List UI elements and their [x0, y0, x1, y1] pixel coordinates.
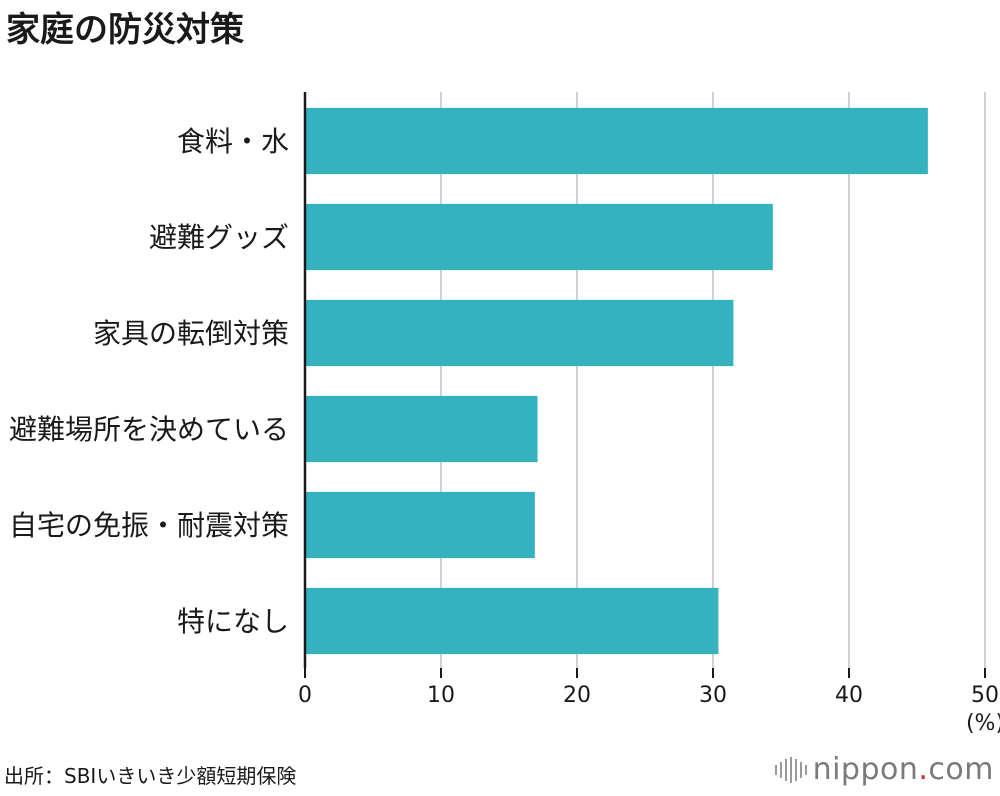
bar	[305, 203, 773, 271]
axes	[303, 92, 986, 678]
bar	[305, 395, 538, 463]
x-unit-label: (%)	[966, 711, 1000, 736]
source-note: 出所：SBIいきいき少額短期保険	[4, 764, 297, 788]
x-tick-label: 30	[699, 683, 727, 708]
category-label: 避難グッズ	[149, 221, 289, 254]
category-label: 自宅の免振・耐震対策	[9, 509, 289, 542]
bars	[305, 107, 928, 655]
nippon-mark-icon	[774, 756, 807, 783]
bar	[305, 299, 734, 367]
chart-title: 家庭の防災対策	[6, 10, 244, 50]
category-label: 避難場所を決めている	[9, 413, 289, 446]
category-label: 食料・水	[177, 125, 289, 158]
x-tick-label: 40	[835, 683, 863, 708]
bar	[305, 107, 928, 175]
x-tick-label: 50	[971, 683, 999, 708]
bar	[305, 491, 535, 559]
brand-logo: nippon.com	[774, 752, 994, 787]
x-tick-label: 20	[563, 683, 591, 708]
category-label: 特になし	[177, 605, 289, 638]
x-tick-label: 10	[427, 683, 455, 708]
bar	[305, 587, 719, 655]
x-tick-label: 0	[298, 683, 312, 708]
gridlines	[440, 92, 986, 668]
category-label: 家具の転倒対策	[93, 317, 289, 350]
labels: 0 10 20 30 40 50 (%) 食料・水避難グッズ家具の転倒対策避難場所を決めている…	[9, 125, 1000, 736]
brand-name: nippon.com	[812, 752, 994, 787]
